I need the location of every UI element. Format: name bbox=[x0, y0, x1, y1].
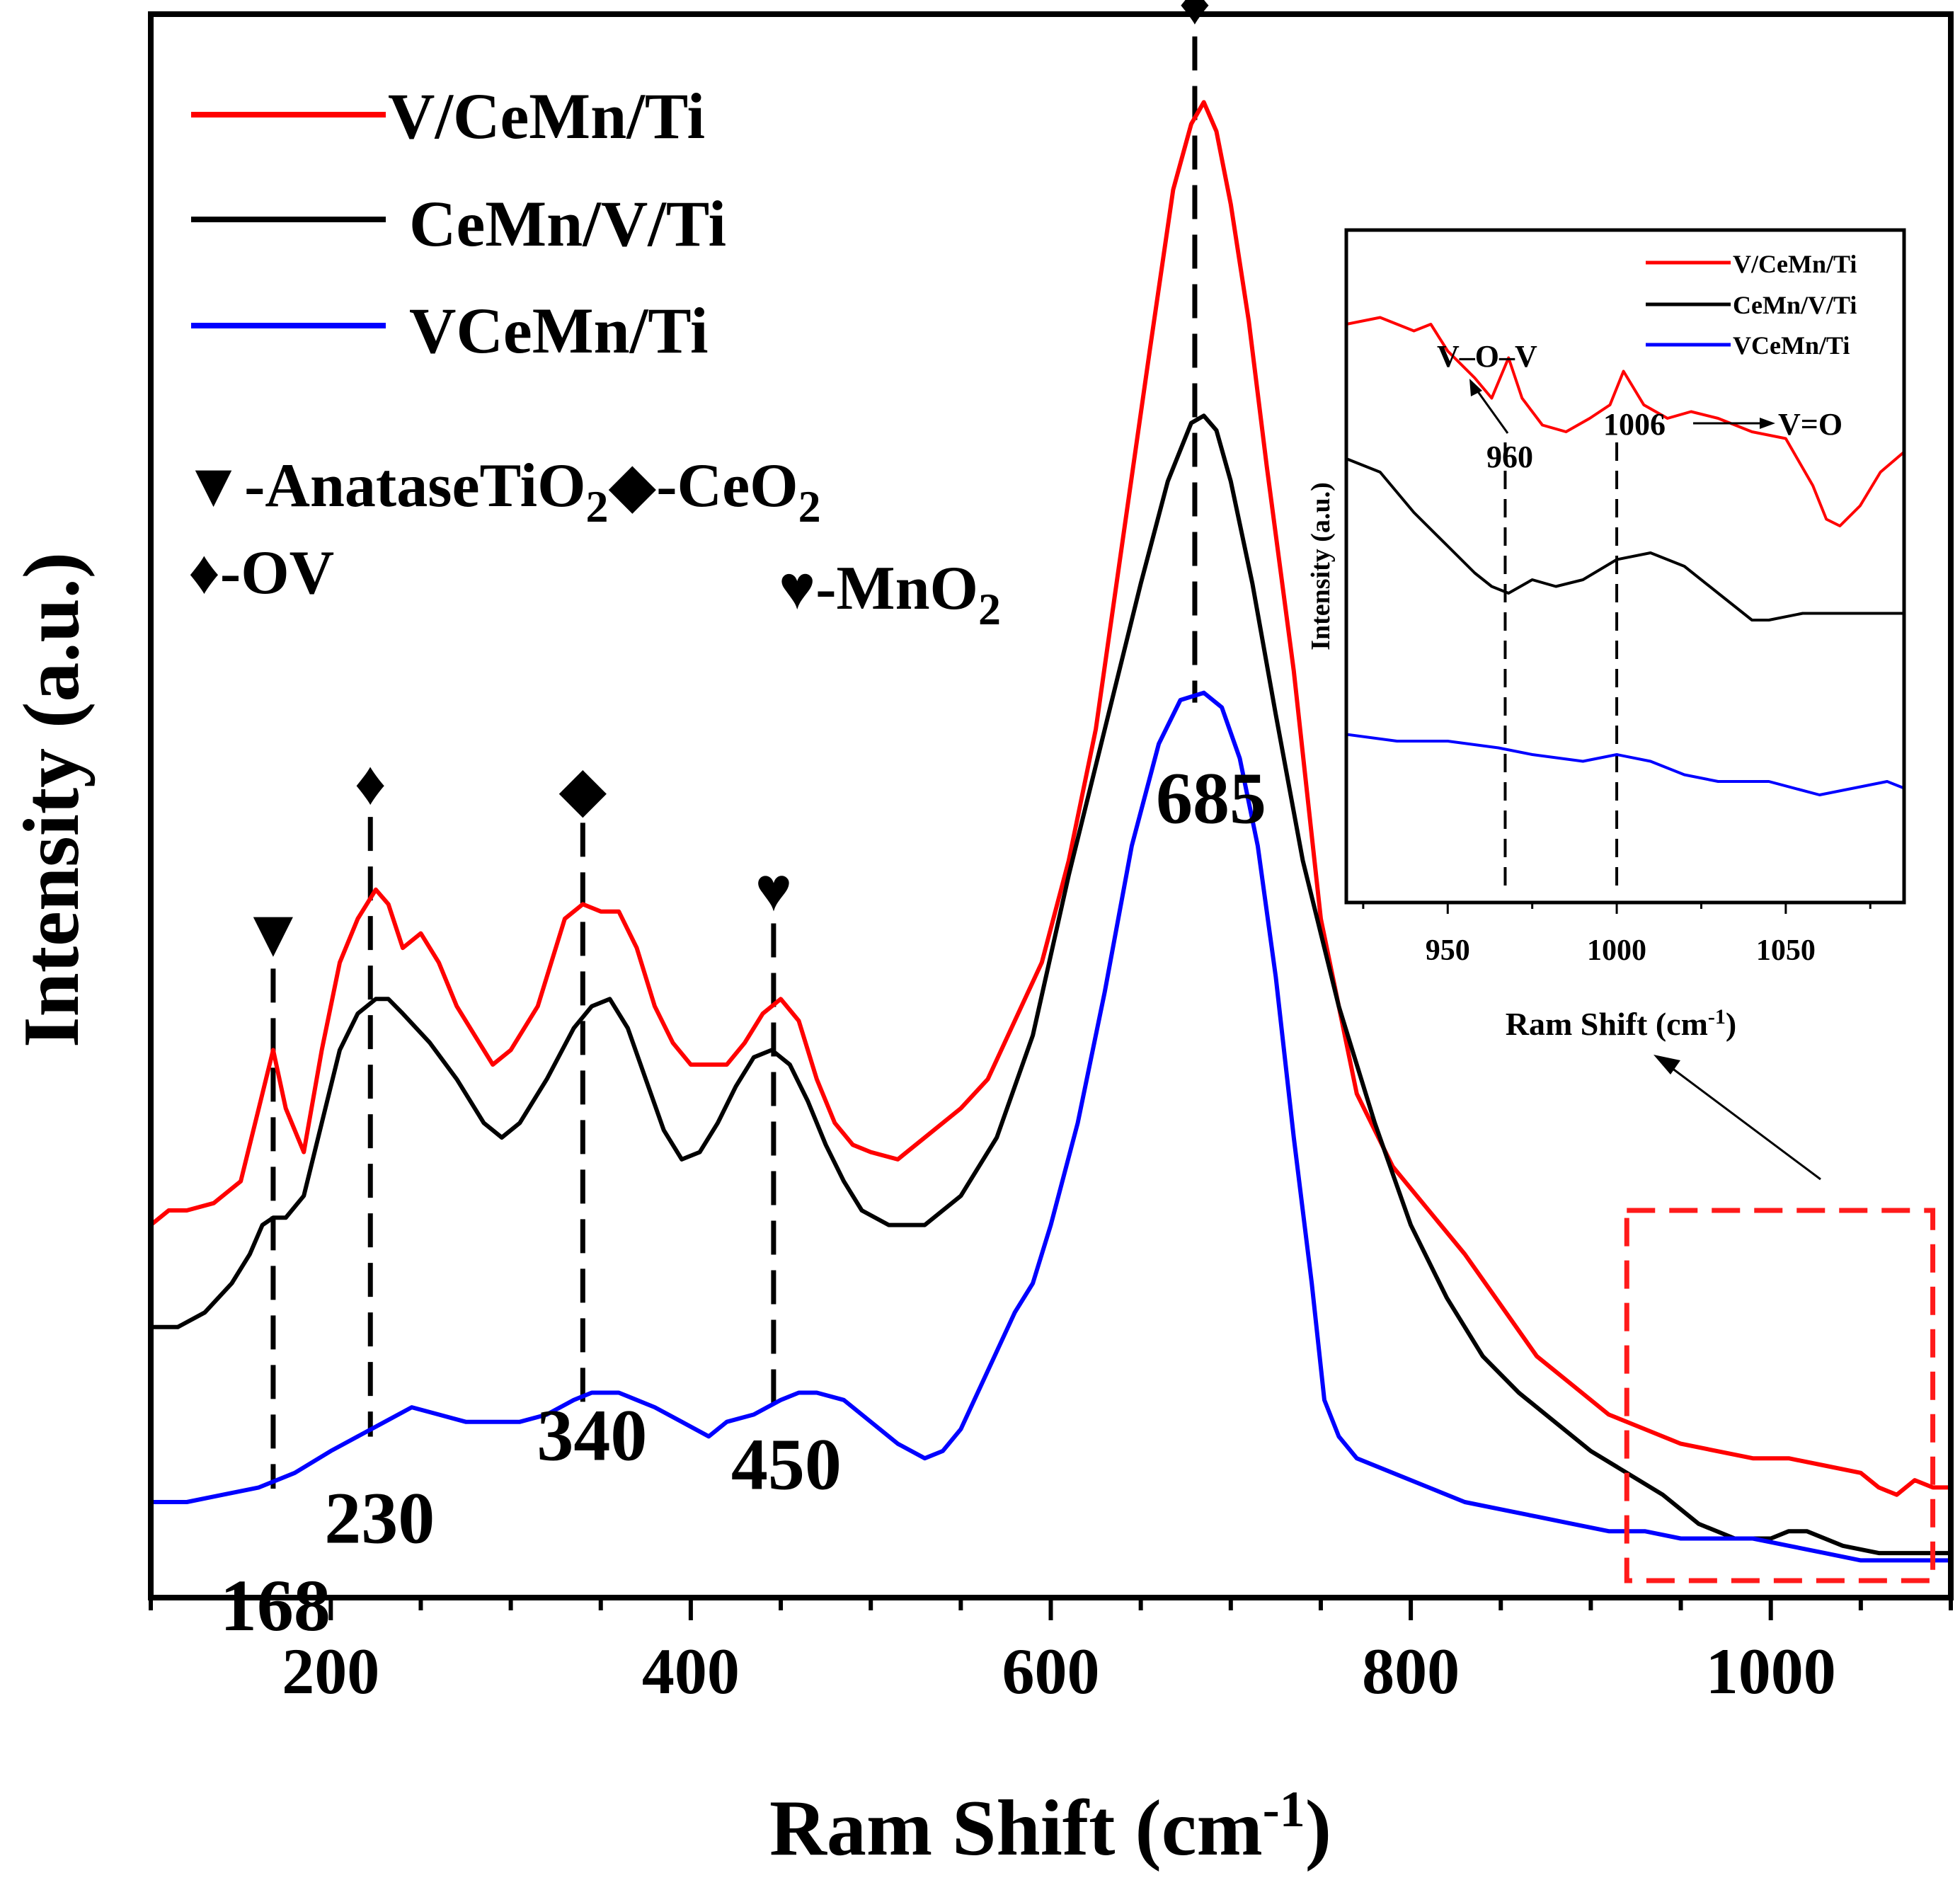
inset-legend-label-cemn-v-ti: CeMn/V/Ti bbox=[1733, 291, 1857, 319]
vo-label: V=O bbox=[1778, 407, 1842, 442]
vo-peak-label: 1006 bbox=[1603, 407, 1666, 442]
inset-x-axis-label-text: Ram Shift (cm bbox=[1506, 1006, 1708, 1042]
x-tick-label-800: 800 bbox=[1362, 1635, 1460, 1707]
inset-plot: 950 1000 1050 Ram Shift (cm-1) Intensity (… bbox=[1306, 228, 1906, 1043]
inset-legend: V/CeMn/Ti CeMn/V/Ti VCeMn/Ti bbox=[1646, 250, 1857, 360]
anatase-label: -AnataseTiO bbox=[244, 452, 585, 520]
vov-arrowhead bbox=[1469, 379, 1482, 396]
inset-x-tick-label-950: 950 bbox=[1426, 934, 1470, 967]
peak-label-340: 340 bbox=[537, 1395, 647, 1477]
main-x-axis-label-sup: -1 bbox=[1263, 1781, 1305, 1838]
main-y-axis-label: Intensity (a.u.) bbox=[8, 552, 96, 1048]
inset-legend-label-v-cemn-ti: V/CeMn/Ti bbox=[1733, 250, 1857, 278]
x-tick-label-400: 400 bbox=[642, 1635, 740, 1707]
legend-label-vcemn-ti: VCeMn/Ti bbox=[409, 294, 709, 367]
ceo2-sub: 2 bbox=[798, 481, 821, 532]
legend-label-v-cemn-ti: V/CeMn/Ti bbox=[388, 80, 705, 152]
main-series-group bbox=[149, 100, 1951, 1563]
peak-label-450: 450 bbox=[731, 1423, 842, 1505]
mno2-label: -MnO bbox=[815, 554, 978, 623]
main-x-axis-label-text: Ram Shift (cm bbox=[769, 1784, 1263, 1872]
anatase-sub: 2 bbox=[586, 481, 609, 532]
anatase-triangle-icon: ▼ bbox=[183, 452, 244, 520]
inset-y-axis-label: Intensity (a.u.) bbox=[1306, 482, 1336, 651]
phase-legend-anatase: ▼-AnataseTiO2◆-CeO2 bbox=[183, 452, 821, 532]
mno2-heart-icon: ♥ bbox=[779, 554, 815, 623]
inset-x-tick-label-1050: 1050 bbox=[1756, 934, 1816, 967]
peak-symbol-168: ▼ bbox=[239, 895, 306, 970]
series-line-v-cemn-ti bbox=[149, 100, 1951, 1497]
phase-legend: ▼-AnataseTiO2◆-CeO2 ♦-OV ♥-MnO2 bbox=[183, 452, 1001, 634]
peak-label-685: 685 bbox=[1156, 758, 1266, 840]
vov-arrow bbox=[1472, 385, 1509, 434]
inset-x-axis-label-sup: -1 bbox=[1708, 1005, 1726, 1029]
inset-x-axis-label-close: ) bbox=[1726, 1006, 1736, 1042]
inset-annotations: V–O–V 960 1006 V=O bbox=[1437, 339, 1842, 474]
main-x-axis-label: Ram Shift (cm-1) bbox=[769, 1781, 1331, 1872]
peak-symbol-230: ♦ bbox=[355, 750, 386, 818]
inset-peak-guides bbox=[1503, 442, 1619, 892]
vo-arrowhead bbox=[1760, 418, 1775, 429]
inset-x-axis: 950 1000 1050 bbox=[1362, 903, 1872, 967]
inset-series-line-v-cemn-ti bbox=[1346, 316, 1905, 527]
inset-series-line-vcemn-ti bbox=[1346, 733, 1905, 796]
x-tick-label-200: 200 bbox=[282, 1635, 379, 1707]
inset-series-group bbox=[1346, 316, 1905, 796]
peak-symbol-340: ◆ bbox=[558, 755, 607, 824]
peak-label-230: 230 bbox=[324, 1478, 435, 1559]
peak-symbols: ▼ ♦ ◆ ♥ ♦ bbox=[239, 0, 1210, 970]
vov-peak-label: 960 bbox=[1486, 440, 1533, 474]
ceo2-diamond-icon: ◆ bbox=[609, 452, 657, 520]
inset-plot-frame bbox=[1344, 228, 1906, 905]
peak-label-168: 168 bbox=[220, 1565, 331, 1646]
mno2-sub: 2 bbox=[978, 584, 1001, 634]
phase-legend-mno2: ♥-MnO2 bbox=[779, 554, 1001, 634]
vov-label: V–O–V bbox=[1437, 339, 1537, 374]
series-line-vcemn-ti bbox=[151, 690, 1951, 1563]
phase-legend-ov: ♦-OV bbox=[188, 539, 334, 607]
ov-label: -OV bbox=[220, 539, 334, 607]
series-line-cemn-v-ti bbox=[151, 413, 1951, 1556]
zoom-region-box bbox=[1624, 1208, 1936, 1583]
ov-diamond-icon: ♦ bbox=[188, 539, 220, 607]
peak-symbol-450: ♥ bbox=[755, 856, 792, 925]
series-legend: V/CeMn/Ti CeMn/V/Ti VCeMn/Ti bbox=[191, 80, 726, 367]
ceo2-label: -CeO bbox=[656, 452, 798, 520]
peak-symbol-685: ♦ bbox=[1179, 0, 1210, 38]
zoom-arrow bbox=[1663, 1060, 1821, 1181]
inset-series-line-cemn-v-ti bbox=[1346, 457, 1904, 621]
inset-x-tick-label-1000: 1000 bbox=[1587, 934, 1646, 967]
x-tick-label-1000: 1000 bbox=[1706, 1635, 1836, 1707]
zoom-arrowhead bbox=[1654, 1055, 1680, 1075]
main-x-axis-label-close: ) bbox=[1305, 1784, 1331, 1872]
legend-label-cemn-v-ti: CeMn/V/Ti bbox=[409, 188, 726, 260]
main-x-axis: 200 400 600 800 1000 bbox=[149, 1598, 1953, 1707]
inset-legend-label-vcemn-ti: VCeMn/Ti bbox=[1733, 331, 1850, 360]
x-tick-label-600: 600 bbox=[1002, 1635, 1100, 1707]
inset-background bbox=[1346, 230, 1904, 903]
inset-x-axis-label: Ram Shift (cm-1) bbox=[1506, 1005, 1737, 1043]
